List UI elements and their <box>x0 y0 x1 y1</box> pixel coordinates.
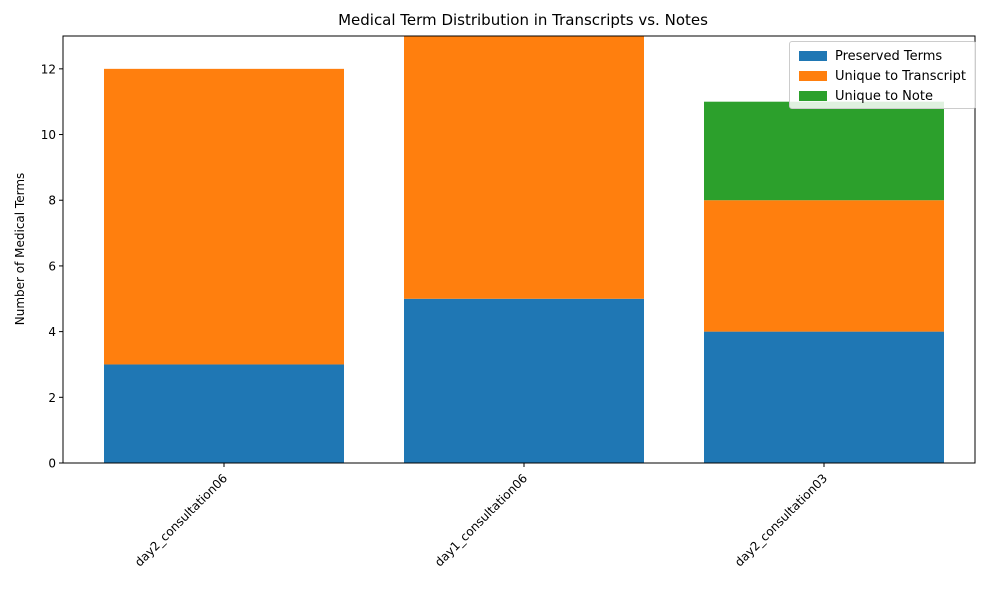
y-tick-label: 12 <box>41 62 56 76</box>
bar-day2_consultation06-series-1 <box>104 68 344 365</box>
plot-area-frame <box>62 35 976 464</box>
bar-day2_consultation03-series-0 <box>704 331 944 463</box>
y-tick-label: 10 <box>41 128 56 142</box>
legend-label-preserved: Preserved Terms <box>835 48 943 64</box>
y-tick-label: 8 <box>48 194 56 208</box>
x-axis-ticks: day2_consultation06 day1_consultation06 da… <box>132 463 830 569</box>
legend-label-unique-transcript: Unique to Transcript <box>835 68 966 84</box>
legend-item-unique-note: Unique to Note <box>799 86 933 106</box>
y-tick-label: 4 <box>48 325 56 339</box>
x-tick-label: day2_consultation03 <box>732 471 830 569</box>
x-tick-label: day2_consultation06 <box>132 471 230 569</box>
bar-day2_consultation03-series-1 <box>704 200 944 332</box>
legend-swatch-unique-note <box>799 91 827 101</box>
y-tick-label: 6 <box>48 259 56 273</box>
legend-swatch-preserved <box>799 51 827 61</box>
bar-day2_consultation06-series-0 <box>104 364 344 463</box>
bar-day1_consultation06-series-0 <box>404 298 644 463</box>
chart-legend: Preserved Terms Unique to Transcript Uni… <box>789 41 976 109</box>
x-tick-label: day1_consultation06 <box>432 471 530 569</box>
legend-item-preserved: Preserved Terms <box>799 46 942 66</box>
legend-label-unique-note: Unique to Note <box>835 88 933 104</box>
y-tick-label: 0 <box>48 457 56 471</box>
y-axis-ticks: 0 2 4 6 8 10 12 <box>41 62 63 471</box>
chart-title: Medical Term Distribution in Transcripts… <box>338 11 708 29</box>
y-axis-label: Number of Medical Terms <box>13 173 27 326</box>
bars-group <box>104 36 944 463</box>
bar-day1_consultation06-series-1 <box>404 36 644 299</box>
legend-swatch-unique-transcript <box>799 71 827 81</box>
legend-item-unique-transcript: Unique to Transcript <box>799 66 966 86</box>
bar-day2_consultation03-series-2 <box>704 101 944 201</box>
y-tick-label: 2 <box>48 391 56 405</box>
